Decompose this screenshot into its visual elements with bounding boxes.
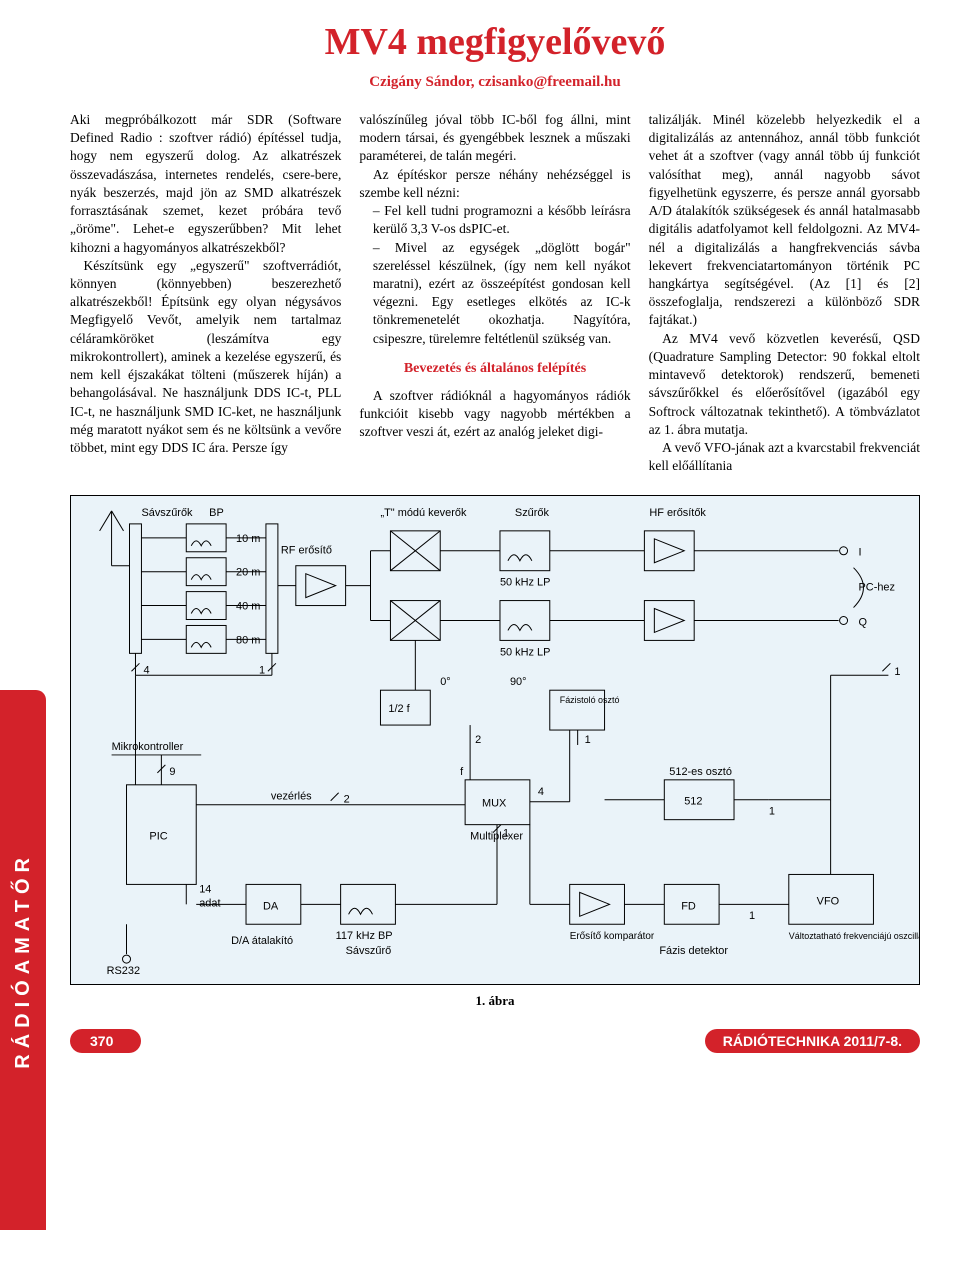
svg-text:50 kHz LP: 50 kHz LP [500,647,550,659]
author-line: Czigány Sándor, czisanko@freemail.hu [70,74,920,91]
svg-text:512: 512 [684,796,702,808]
svg-text:adat: adat [199,898,220,910]
svg-text:Változtatható frekvenciájú osz: Változtatható frekvenciájú oszcillátor [789,932,919,942]
column-1: Aki megpróbálkozott már SDR (Software De… [70,111,341,475]
svg-text:20 m: 20 m [236,567,260,579]
svg-text:Fázis detektor: Fázis detektor [659,945,728,957]
svg-text:Mikrokontroller: Mikrokontroller [112,741,184,753]
column-2: valószínűleg jóval több IC-ből fog állni… [359,111,630,475]
svg-text:1: 1 [749,911,755,923]
col2-bullet2: Mivel az egységek „döglött bogár" szerel… [359,239,630,348]
col3-p3: A vevő VFO-jának azt a kvarcstabil frekv… [649,439,920,475]
svg-text:DA: DA [263,901,279,913]
side-tab-label: RÁDIÓAMATŐR [12,852,35,1069]
svg-text:1: 1 [503,828,509,840]
col2-p2: Az építéskor persze néhány nehézséggel i… [359,166,630,202]
svg-text:BP: BP [209,507,224,519]
svg-text:f: f [460,766,464,778]
svg-text:I: I [859,547,862,559]
page-title: MV4 megfigyelővevő [70,20,920,64]
figure-caption: 1. ábra [70,993,920,1009]
publication-badge: RÁDIÓTECHNIKA 2011/7-8. [705,1029,920,1053]
svg-text:1: 1 [259,665,265,677]
svg-text:4: 4 [538,786,544,798]
svg-text:1: 1 [585,734,591,746]
svg-text:D/A átalakító: D/A átalakító [231,936,293,948]
svg-text:Sávszűrők: Sávszűrők [141,507,193,519]
svg-text:2: 2 [475,734,481,746]
col3-p1: talizálják. Minél közelebb helyezkedik e… [649,111,920,330]
col2-p1: valószínűleg jóval több IC-ből fog állni… [359,111,630,166]
svg-text:10 m: 10 m [236,533,260,545]
svg-text:9: 9 [169,766,175,778]
svg-text:90°: 90° [510,677,527,689]
svg-text:Fázistoló osztó: Fázistoló osztó [560,696,620,706]
svg-text:FD: FD [681,901,696,913]
svg-text:Erősítő komparátor: Erősítő komparátor [570,932,655,943]
svg-text:80 m: 80 m [236,635,260,647]
body-columns: Aki megpróbálkozott már SDR (Software De… [70,111,920,475]
svg-text:1: 1 [894,667,900,679]
side-tab: RÁDIÓAMATŐR [0,690,46,1230]
svg-text:RF erősítő: RF erősítő [281,545,332,557]
svg-text:4: 4 [143,665,149,677]
svg-text:Sávszűrő: Sávszűrő [346,945,392,957]
svg-text:50 kHz LP: 50 kHz LP [500,577,550,589]
svg-text:14: 14 [199,884,211,896]
svg-text:Q: Q [859,617,868,629]
col1-p2: Készítsünk egy „egyszerű" szoftverrádiót… [70,257,341,457]
col2-p3: A szoftver rádióknál a hagyományos rádió… [359,387,630,442]
subheading: Bevezetés és általános felépítés [359,360,630,379]
block-diagram: Sávszűrők BP 10 m 20 m 40 m [70,495,920,985]
svg-text:0°: 0° [440,677,450,689]
col1-p1: Aki megpróbálkozott már SDR (Software De… [70,111,341,257]
svg-text:VFO: VFO [817,896,839,908]
col3-p2: Az MV4 vevő közvetlen keverésű, QSD (Qua… [649,330,920,439]
page-footer: 370 RÁDIÓTECHNIKA 2011/7-8. [70,1029,920,1053]
svg-text:40 m: 40 m [236,601,260,613]
svg-text:HF erősítők: HF erősítők [649,507,706,519]
svg-text:MUX: MUX [482,798,507,810]
col2-bullet1: Fel kell tudni programozni a később leír… [359,202,630,238]
svg-text:2: 2 [344,794,350,806]
svg-text:RS232: RS232 [107,965,140,977]
svg-text:vezérlés: vezérlés [271,791,312,803]
svg-text:512-es osztó: 512-es osztó [669,766,732,778]
diagram-svg: Sávszűrők BP 10 m 20 m 40 m [71,496,919,984]
page-number: 370 [70,1029,141,1053]
svg-text:PIC: PIC [149,831,167,843]
svg-text:117 kHz BP: 117 kHz BP [336,931,393,943]
svg-text:1/2 f: 1/2 f [388,703,410,715]
svg-text:„T" módú keverők: „T" módú keverők [380,507,466,519]
column-3: talizálják. Minél közelebb helyezkedik e… [649,111,920,475]
svg-text:1: 1 [769,806,775,818]
svg-text:Szűrők: Szűrők [515,507,550,519]
